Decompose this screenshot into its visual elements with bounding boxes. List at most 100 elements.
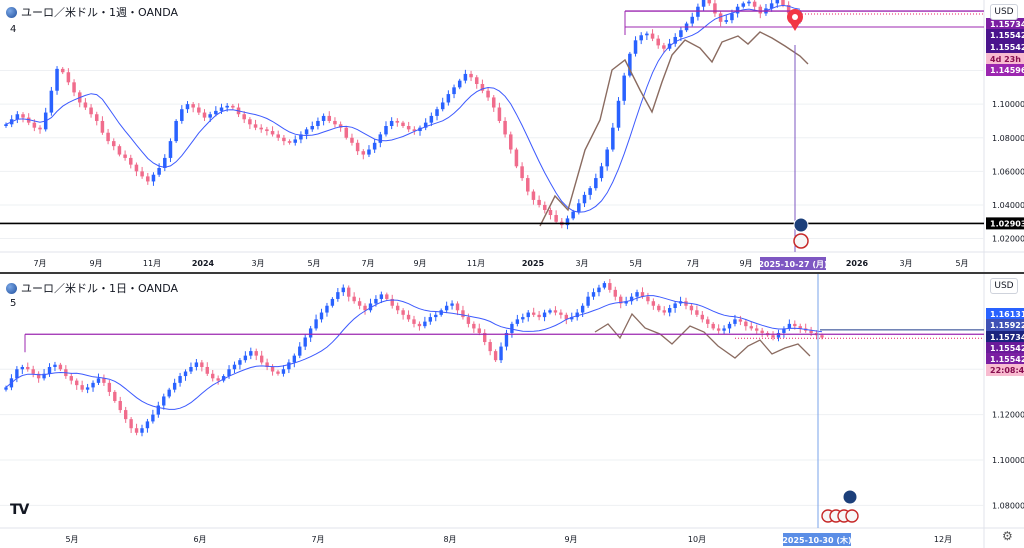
candle-body [515,319,520,324]
candle-body [15,114,20,120]
candle-body [156,405,161,415]
candle-body [769,3,774,9]
price-badge-bg [986,29,1024,41]
candle-body [242,114,246,120]
time-axis-label: 8月 [443,535,456,544]
candle-body [319,312,324,320]
candle-body [463,73,468,81]
candle-body [776,332,781,338]
candle-body [713,3,717,14]
candle-body [47,366,52,374]
price-badge: 1.15542 [990,355,1024,364]
candle-body [140,428,144,433]
candle-body [616,100,621,128]
tradingview-logo[interactable]: TV [10,502,29,518]
candle-body [423,321,427,327]
candle-body [259,127,263,130]
time-axis-label: 7月 [686,259,699,268]
candle-body [599,166,604,179]
candle-body [730,13,734,21]
candle-body [336,292,340,299]
candle-body [571,211,575,219]
currency-button[interactable]: USD [990,4,1018,20]
candle-body [483,332,487,343]
candle-body [439,310,443,315]
candle-body [628,53,632,76]
candle-body [446,94,451,103]
time-axis-label: 11月 [143,259,161,268]
candle-body [304,129,309,135]
candle-body [651,301,656,306]
price-badge-bg [986,64,1024,76]
candle-body [15,369,19,379]
price-badge-bg [986,353,1024,365]
candle-body [85,387,90,390]
time-axis-label: 12月 [934,535,952,544]
candle-body [741,3,746,7]
price-badge-bg [986,342,1024,354]
time-axis-label: 2025 [522,259,545,268]
candle-body [200,362,204,367]
candle-body [38,127,42,130]
candle-body [123,154,127,158]
candle-body [270,366,275,372]
pane-divider[interactable] [0,272,1024,274]
candle-body [75,380,79,386]
candle-body [66,72,71,83]
candle-body [586,296,590,306]
candle-body [276,371,280,374]
candle-body [435,109,439,116]
candle-body [129,419,133,429]
crosshair-date-bg [760,257,826,270]
candle-body [673,303,677,309]
candle-body [707,0,712,4]
candle-body [716,328,721,331]
candle-body [781,0,785,6]
price-badge-bg [986,18,1024,30]
candle-body [282,137,286,142]
candle-body [321,115,326,121]
candle-body [591,292,596,297]
candle-body [314,319,318,329]
candle-body [477,328,481,333]
candle-body [771,335,775,338]
price-axis-label: 1.10000 [992,100,1024,109]
candle-body [798,326,802,329]
location-pin-tail [789,21,801,31]
candle-body [31,369,35,374]
candle-body [157,168,161,175]
candle-body [594,178,598,189]
candle-body [178,376,182,383]
candle-body [565,218,570,226]
candle-body [172,382,177,390]
candle-body [350,137,354,143]
candle-body [526,312,530,318]
candle-body [293,139,298,143]
candle-body [412,129,417,132]
candle-body [221,376,226,381]
time-axis-label: 5月 [65,535,78,544]
candle-body [640,292,645,297]
candle-body [355,142,360,152]
candle-body [537,199,541,205]
weekly-chart-canvas[interactable]: 1.120001.100001.080001.060001.040001.020… [0,0,1024,272]
gear-icon[interactable]: ⚙ [1002,529,1013,543]
candle-body [820,335,824,338]
us-flag-event-icon [845,509,859,523]
candle-body [113,391,117,401]
daily-chart-panel[interactable]: 1.140001.120001.100001.080001.161311.159… [0,274,1024,548]
candle-body [232,364,237,370]
candle-body [325,305,329,313]
location-pin-hole [792,14,798,20]
weekly-chart-panel[interactable]: 1.120001.100001.080001.060001.040001.020… [0,0,1024,272]
candle-body [401,122,405,126]
candle-body [248,119,252,125]
candle-body [455,303,460,311]
currency-button[interactable]: USD [990,278,1018,294]
daily-chart-canvas[interactable]: 1.140001.120001.100001.080001.161311.159… [0,274,1024,548]
candle-body [162,396,166,406]
candle-body [107,382,112,392]
candle-body [531,191,536,200]
weekly-chart-title[interactable]: ユーロ／米ドル・1週・OANDA [21,6,179,19]
daily-chart-title[interactable]: ユーロ／米ドル・1日・OANDA [21,282,179,295]
